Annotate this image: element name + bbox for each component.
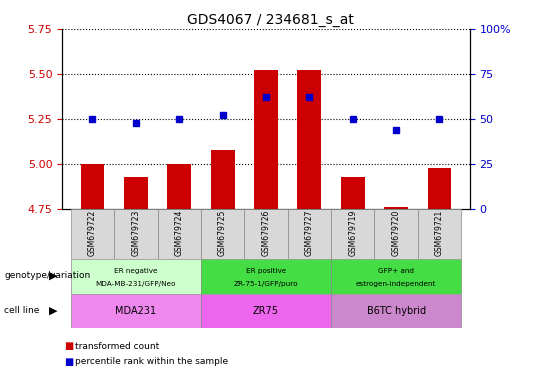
Text: GSM679722: GSM679722	[88, 210, 97, 257]
Text: transformed count: transformed count	[75, 342, 159, 351]
Text: ▶: ▶	[49, 305, 57, 315]
Text: GFP+ and: GFP+ and	[378, 268, 414, 274]
Text: ■: ■	[64, 341, 73, 351]
FancyBboxPatch shape	[374, 209, 418, 259]
Text: B6TC hybrid: B6TC hybrid	[367, 306, 426, 316]
FancyBboxPatch shape	[201, 259, 331, 294]
FancyBboxPatch shape	[331, 294, 461, 328]
Text: GSM679720: GSM679720	[392, 210, 401, 257]
Text: ▶: ▶	[49, 270, 57, 280]
Text: genotype/variation: genotype/variation	[4, 271, 91, 280]
FancyBboxPatch shape	[201, 209, 244, 259]
FancyBboxPatch shape	[201, 294, 331, 328]
FancyBboxPatch shape	[158, 209, 201, 259]
Text: cell line: cell line	[4, 306, 40, 315]
Text: ER negative: ER negative	[114, 268, 158, 274]
Text: GSM679721: GSM679721	[435, 210, 444, 257]
Text: MDA-MB-231/GFP/Neo: MDA-MB-231/GFP/Neo	[96, 281, 176, 287]
Text: GSM679726: GSM679726	[261, 210, 271, 257]
Bar	[341, 177, 364, 209]
Bar	[384, 207, 408, 209]
Bar	[167, 164, 191, 209]
FancyBboxPatch shape	[331, 209, 374, 259]
FancyBboxPatch shape	[71, 259, 201, 294]
Text: ■: ■	[64, 357, 73, 367]
Bar	[298, 70, 321, 209]
FancyBboxPatch shape	[418, 209, 461, 259]
Text: percentile rank within the sample: percentile rank within the sample	[75, 357, 228, 366]
Bar	[211, 150, 234, 209]
Text: ZR75: ZR75	[253, 306, 279, 316]
Text: GDS4067 / 234681_s_at: GDS4067 / 234681_s_at	[186, 13, 354, 27]
FancyBboxPatch shape	[244, 209, 288, 259]
Bar	[254, 70, 278, 209]
Text: MDA231: MDA231	[115, 306, 157, 316]
FancyBboxPatch shape	[71, 294, 201, 328]
FancyBboxPatch shape	[71, 209, 114, 259]
FancyBboxPatch shape	[114, 209, 158, 259]
Text: GSM679719: GSM679719	[348, 210, 357, 257]
Bar	[428, 168, 451, 209]
FancyBboxPatch shape	[331, 259, 461, 294]
Text: GSM679725: GSM679725	[218, 210, 227, 257]
FancyBboxPatch shape	[288, 209, 331, 259]
Text: estrogen-independent: estrogen-independent	[356, 281, 436, 287]
Bar	[80, 164, 104, 209]
Text: GSM679724: GSM679724	[175, 210, 184, 257]
Text: GSM679723: GSM679723	[131, 210, 140, 257]
Bar	[124, 177, 148, 209]
Text: ZR-75-1/GFP/puro: ZR-75-1/GFP/puro	[234, 281, 298, 287]
Text: ER positive: ER positive	[246, 268, 286, 274]
Text: GSM679727: GSM679727	[305, 210, 314, 257]
